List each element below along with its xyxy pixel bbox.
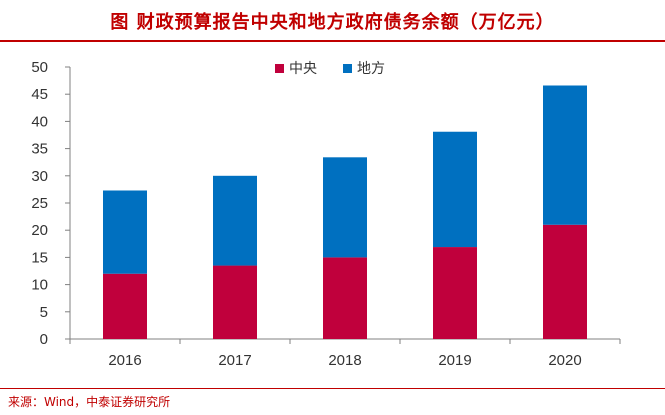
chart-title: 图 财政预算报告中央和地方政府债务余额（万亿元） [110, 12, 555, 33]
bar-central-2019 [433, 247, 477, 339]
axes: 0 5 10 15 20 25 30 35 40 45 50 2016 2017 2018 2019 2020 [31, 59, 621, 369]
y-tick-label: 40 [31, 113, 48, 130]
bar-local-2016 [103, 190, 147, 274]
legend-label-central: 中央 [289, 61, 317, 77]
bar-central-2017 [213, 265, 257, 339]
y-tick-label: 5 [40, 304, 48, 321]
x-tick-label: 2018 [328, 352, 361, 369]
x-tick-label: 2017 [218, 352, 251, 369]
footer-rule [0, 388, 665, 389]
legend-label-local: 地方 [357, 61, 385, 77]
bar-local-2018 [323, 157, 367, 258]
source-note: 来源：Wind，中泰证券研究所 [8, 395, 171, 409]
title-rule [0, 40, 665, 42]
y-tick-label: 50 [31, 59, 48, 76]
bar-local-2020 [543, 85, 587, 225]
x-tick-label: 2020 [548, 352, 581, 369]
y-tick-label: 15 [31, 249, 48, 266]
legend-swatch-central [275, 64, 284, 73]
bar-local-2017 [213, 175, 257, 266]
legend-swatch-local [343, 64, 352, 73]
x-tick-label: 2019 [438, 352, 471, 369]
x-tick-label: 2016 [108, 352, 141, 369]
bar-local-2019 [433, 131, 477, 248]
bar-central-2018 [323, 257, 367, 339]
y-tick-label: 35 [31, 141, 48, 158]
y-tick-label: 0 [40, 331, 48, 348]
stacked-bar-chart: 0 5 10 15 20 25 30 35 40 45 50 2016 2017 2018 2019 2020… [31, 59, 621, 369]
bars [103, 85, 587, 339]
legend: 中央 地方 [275, 61, 385, 77]
y-tick-label: 25 [31, 195, 48, 212]
bar-central-2016 [103, 273, 147, 339]
bar-central-2020 [543, 224, 587, 339]
y-tick-label: 30 [31, 168, 48, 185]
y-tick-label: 20 [31, 222, 48, 239]
y-tick-label: 10 [31, 277, 48, 294]
y-tick-label: 45 [31, 86, 48, 103]
